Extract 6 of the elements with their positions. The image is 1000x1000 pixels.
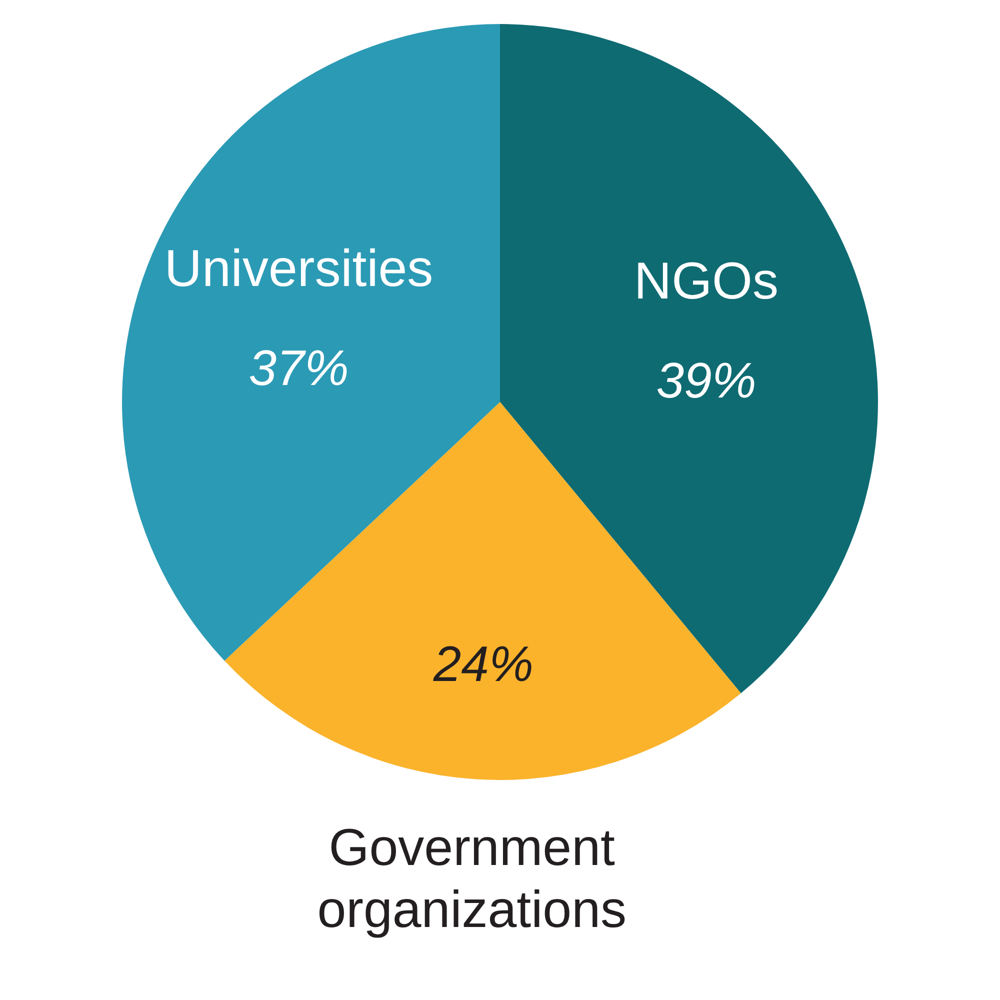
- data-label: 37%: [248, 340, 349, 396]
- slice-label: Universities: [164, 240, 434, 298]
- data-label: 39%: [656, 352, 756, 409]
- slice-label: NGOs: [634, 252, 779, 311]
- data-label: 24%: [432, 636, 534, 692]
- slice-label: Government organizations: [317, 819, 627, 940]
